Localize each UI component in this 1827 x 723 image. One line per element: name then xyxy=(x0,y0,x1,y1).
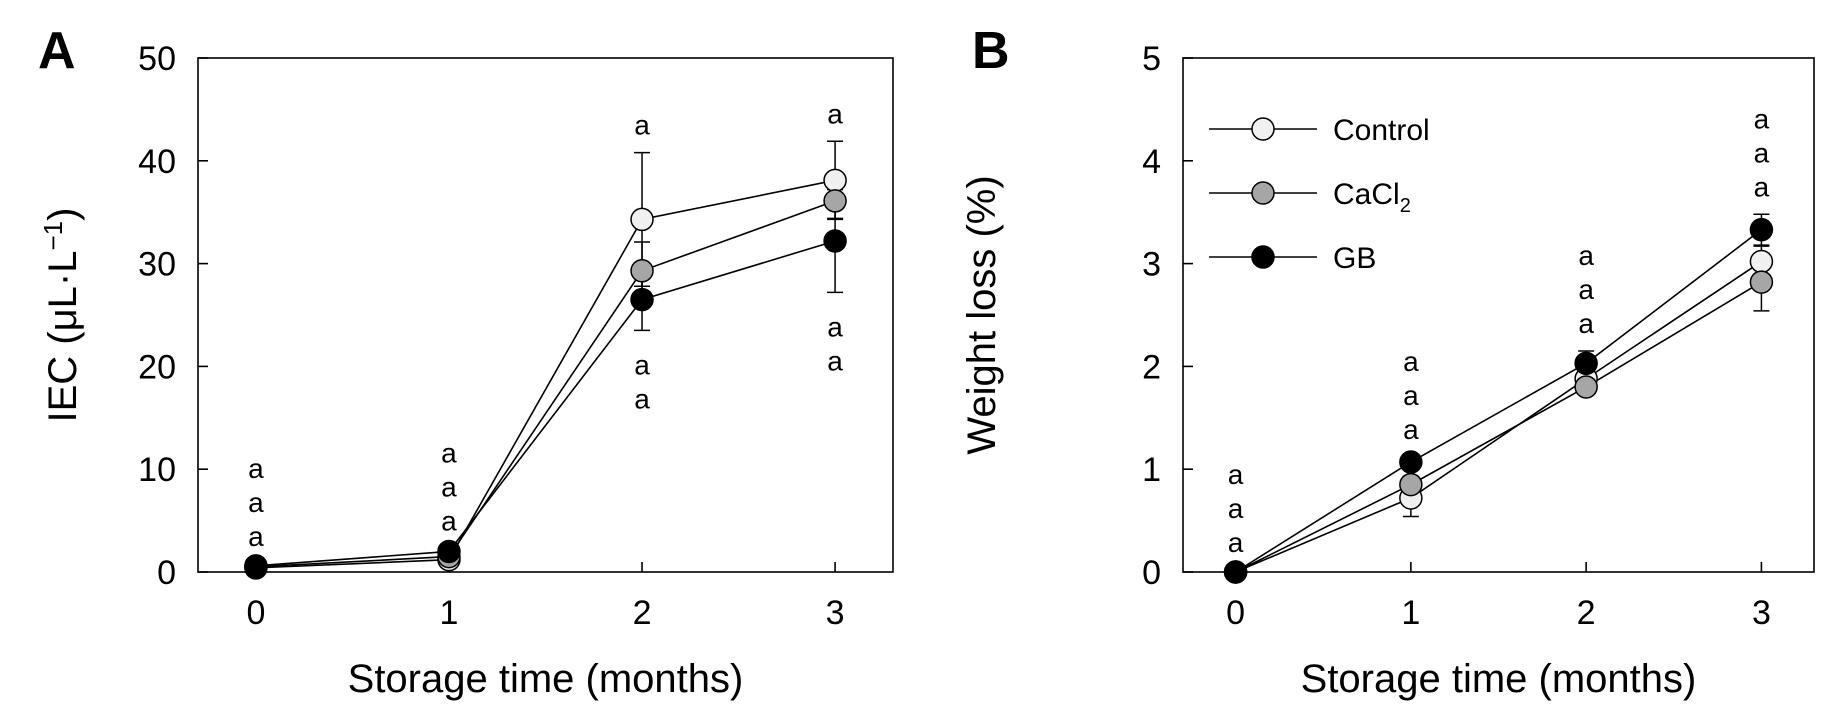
y-axis-title-base: IEC (μL·L xyxy=(41,251,85,423)
significance-letter: a xyxy=(248,487,264,518)
y-tick-label: 1 xyxy=(1142,451,1161,489)
y-axis-title: Weight loss (%) xyxy=(960,175,1004,454)
series-line-gb xyxy=(1235,229,1762,573)
significance-letter: a xyxy=(1403,414,1419,445)
x-axis-title: Storage time (months) xyxy=(1301,657,1697,701)
x-tick-label: 1 xyxy=(440,594,459,632)
x-axis-title: Storage time (months) xyxy=(348,657,744,701)
y-axis-title: IEC (μL·L−1) xyxy=(38,208,85,423)
data-point-gb xyxy=(244,554,268,578)
data-point-cacl2 xyxy=(1749,270,1774,294)
x-tick-label: 3 xyxy=(1752,594,1771,632)
y-tick-label: 50 xyxy=(138,40,176,78)
data-point-gb xyxy=(1399,450,1423,474)
y-tick-label: 2 xyxy=(1142,348,1161,386)
data-point-cacl2 xyxy=(823,189,847,213)
legend-marker-gb xyxy=(1251,245,1275,269)
significance-letter: a xyxy=(248,521,264,552)
significance-letter: a xyxy=(827,311,843,342)
significance-letter: a xyxy=(634,383,650,414)
y-tick-label: 4 xyxy=(1142,143,1161,181)
data-point-gb xyxy=(1749,217,1774,242)
plot-frame xyxy=(1182,57,1815,573)
x-tick-label: 0 xyxy=(1226,594,1245,632)
chart-panel-a: A 0 10 20 30 40 50 0 1 2 3 Storage time (months) IEC… xyxy=(38,22,894,701)
series-line-cacl2 xyxy=(1235,281,1762,573)
significance-letter: a xyxy=(1403,346,1419,377)
series-line-cacl2 xyxy=(255,200,836,568)
x-tick-label: 1 xyxy=(1401,594,1420,632)
legend-label-subscript: 2 xyxy=(1400,195,1411,217)
data-point-control xyxy=(823,168,847,193)
significance-letter: a xyxy=(1754,137,1770,168)
legend-marker-cacl2 xyxy=(1251,181,1275,205)
legend-label-text: Control xyxy=(1333,114,1430,147)
significance-letter: a xyxy=(634,349,650,380)
y-tick-label: 3 xyxy=(1142,246,1161,284)
data-point-cacl2 xyxy=(1574,375,1598,399)
significance-letter: a xyxy=(1578,274,1594,305)
y-axis-title-close: ) xyxy=(41,208,85,221)
series-line-control xyxy=(1235,260,1762,573)
panel-label: A xyxy=(38,22,76,80)
legend-label: GB xyxy=(1333,242,1376,275)
data-point-gb xyxy=(1223,560,1248,584)
significance-letter: a xyxy=(827,98,843,129)
data-point-cacl2 xyxy=(1399,472,1423,497)
significance-letter: a xyxy=(1754,103,1770,134)
data-point-gb xyxy=(823,229,847,253)
data-point-cacl2 xyxy=(630,259,654,283)
significance-letter: a xyxy=(441,437,457,468)
y-tick-label: 20 xyxy=(138,348,176,386)
y-tick-label: 40 xyxy=(138,143,176,181)
data-point-gb xyxy=(630,287,654,312)
legend-label: CaCl2 xyxy=(1333,178,1411,217)
data-point-control xyxy=(630,207,654,232)
significance-letter: a xyxy=(1403,380,1419,411)
data-point-control xyxy=(1749,249,1774,274)
significance-letter: a xyxy=(1228,527,1244,558)
significance-letter: a xyxy=(1228,493,1244,524)
x-tick-label: 3 xyxy=(826,594,845,632)
significance-letter: a xyxy=(634,110,650,141)
series-line-gb xyxy=(255,240,836,567)
plot-frame xyxy=(197,57,894,573)
significance-letter: a xyxy=(248,453,264,484)
significance-letter: a xyxy=(827,345,843,376)
legend-label: Control xyxy=(1333,114,1430,147)
significance-letter: a xyxy=(441,471,457,502)
x-tick-label: 0 xyxy=(246,594,265,632)
y-tick-label: 5 xyxy=(1142,40,1161,78)
y-tick-label: 10 xyxy=(138,451,176,489)
series-line-control xyxy=(255,179,836,569)
significance-letter: a xyxy=(1754,171,1770,202)
legend-marker-control xyxy=(1251,117,1275,141)
y-tick-label: 30 xyxy=(138,246,176,284)
x-tick-label: 2 xyxy=(633,594,652,632)
significance-letter: a xyxy=(1578,308,1594,339)
panel-label: B xyxy=(972,22,1010,80)
significance-letter: a xyxy=(1578,240,1594,271)
data-point-gb xyxy=(1574,351,1598,376)
chart-panel-b: B 0 1 2 3 4 5 0 1 2 3 Storage time (months) Weight l… xyxy=(960,22,1815,701)
y-tick-label: 0 xyxy=(1142,554,1161,592)
significance-letter: a xyxy=(441,505,457,536)
y-tick-label: 0 xyxy=(157,554,176,592)
legend-label-text: GB xyxy=(1333,242,1376,275)
legend-label-text: CaCl xyxy=(1333,178,1400,211)
y-axis-title-sup: −1 xyxy=(38,221,68,251)
significance-letter: a xyxy=(1228,459,1244,490)
data-point-gb xyxy=(437,539,461,564)
x-tick-label: 2 xyxy=(1577,594,1596,632)
